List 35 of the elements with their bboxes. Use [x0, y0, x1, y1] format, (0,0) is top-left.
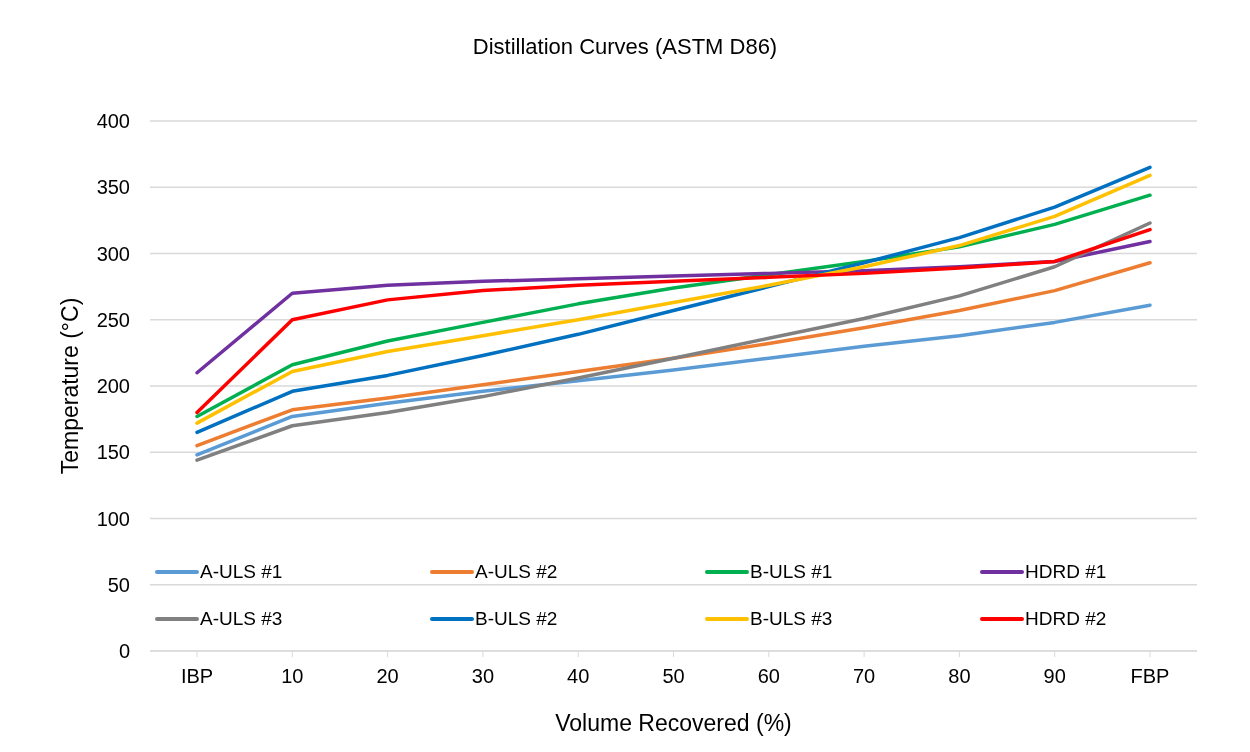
- x-tick-label: 70: [852, 665, 876, 688]
- x-tick-label: 60: [757, 665, 780, 688]
- y-tick-label: 0: [118, 640, 130, 663]
- y-tick-label: 400: [96, 110, 130, 133]
- x-tick-label: 80: [948, 665, 971, 688]
- line-series: [195, 261, 1152, 448]
- legend-label: B-ULS #1: [750, 560, 833, 583]
- legend-label: A-ULS #2: [475, 560, 558, 583]
- legend-label: A-ULS #1: [200, 560, 283, 583]
- y-tick-label: 350: [96, 176, 130, 199]
- line-series: [195, 227, 1152, 415]
- y-tick-label: 150: [96, 441, 130, 464]
- chart-title: Distillation Curves (ASTM D86): [471, 33, 779, 61]
- y-tick-label: 250: [96, 308, 130, 331]
- y-tick-label: 300: [96, 242, 130, 265]
- x-tick-label: 30: [471, 665, 495, 688]
- legend-label: B-ULS #2: [475, 607, 558, 630]
- x-tick-label: 10: [281, 665, 304, 688]
- x-tick-label: 90: [1043, 665, 1066, 688]
- y-tick-label: 100: [96, 507, 130, 530]
- legend-label: HDRD #2: [1025, 607, 1107, 630]
- x-tick-label: 20: [376, 665, 399, 688]
- x-axis-title: Volume Recovered (%): [555, 710, 792, 736]
- x-tick-label: 50: [662, 665, 685, 688]
- y-tick-label: 50: [107, 573, 130, 596]
- legend-label: HDRD #1: [1025, 560, 1107, 583]
- y-axis-title: Temperature (°C): [57, 297, 84, 475]
- y-tick-label: 200: [96, 375, 130, 398]
- line-series: [195, 303, 1152, 457]
- line-series: [195, 221, 1152, 462]
- x-tick-label: FBP: [1130, 665, 1170, 688]
- legend-label: A-ULS #3: [200, 607, 283, 630]
- x-tick-label: IBP: [180, 665, 214, 688]
- legend-label: B-ULS #3: [750, 607, 833, 630]
- x-tick-label: 40: [567, 665, 590, 688]
